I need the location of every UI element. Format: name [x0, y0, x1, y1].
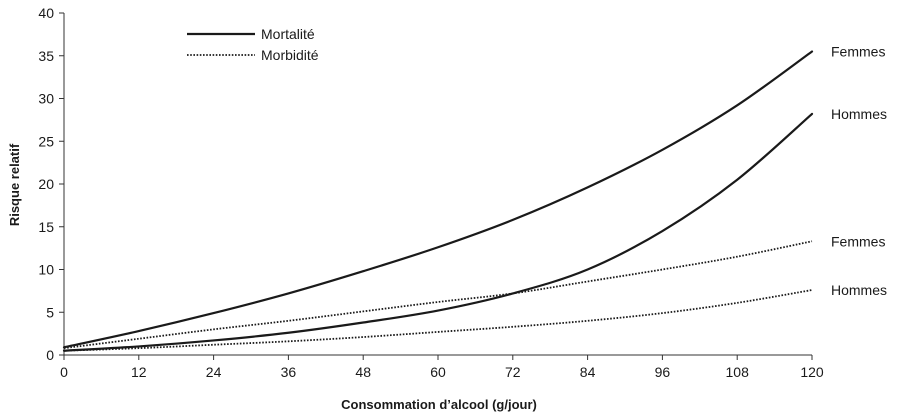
legend-label-morbidite: Morbidité: [261, 47, 319, 63]
x-tick-label: 0: [60, 364, 68, 380]
y-axis-title: Risque relatif: [7, 143, 22, 226]
series-end-label: Femmes: [831, 43, 885, 59]
x-tick-label: 120: [800, 364, 824, 380]
y-tick-label: 10: [38, 262, 54, 278]
x-tick-label: 36: [281, 364, 297, 380]
x-tick-label: 96: [655, 364, 671, 380]
y-tick-label: 20: [38, 176, 54, 192]
series-end-label: Hommes: [831, 106, 887, 122]
y-tick-label: 40: [38, 5, 54, 21]
series-end-label: Femmes: [831, 233, 885, 249]
y-tick-label: 25: [38, 133, 54, 149]
series-line-morbidit-femmes: [63, 240, 813, 350]
x-tick-label: 24: [206, 364, 222, 380]
x-tick-label: 72: [505, 364, 521, 380]
series-end-labels: Femmes Hommes Femmes Hommes: [831, 43, 887, 298]
legend-label-mortalite: Mortalité: [261, 26, 315, 42]
y-tick-label: 35: [38, 48, 54, 64]
x-tick-label: 84: [580, 364, 596, 380]
y-tick-label: 30: [38, 91, 54, 107]
series-line-morbidit-hommes: [63, 289, 813, 352]
y-tick-label: 0: [46, 347, 54, 363]
legend: Mortalité Morbidité: [187, 26, 319, 63]
series-line-mortalit-hommes: [62, 112, 814, 352]
x-axis-title: Consommation d’alcool (g/jour): [341, 397, 537, 412]
x-tick-label: 12: [131, 364, 147, 380]
x-tick-label: 48: [355, 364, 371, 380]
x-tick-label: 60: [430, 364, 446, 380]
axes: 0 5 10 15 20 25 30 35 40 0 12 24 36 48 60 72 84 96 108 120: [38, 5, 823, 380]
y-tick-label: 15: [38, 219, 54, 235]
x-tick-label: 108: [726, 364, 750, 380]
y-tick-label: 5: [46, 304, 54, 320]
series-line-mortalit-femmes: [62, 50, 814, 349]
series-layer: [62, 50, 814, 352]
series-end-label: Hommes: [831, 282, 887, 298]
